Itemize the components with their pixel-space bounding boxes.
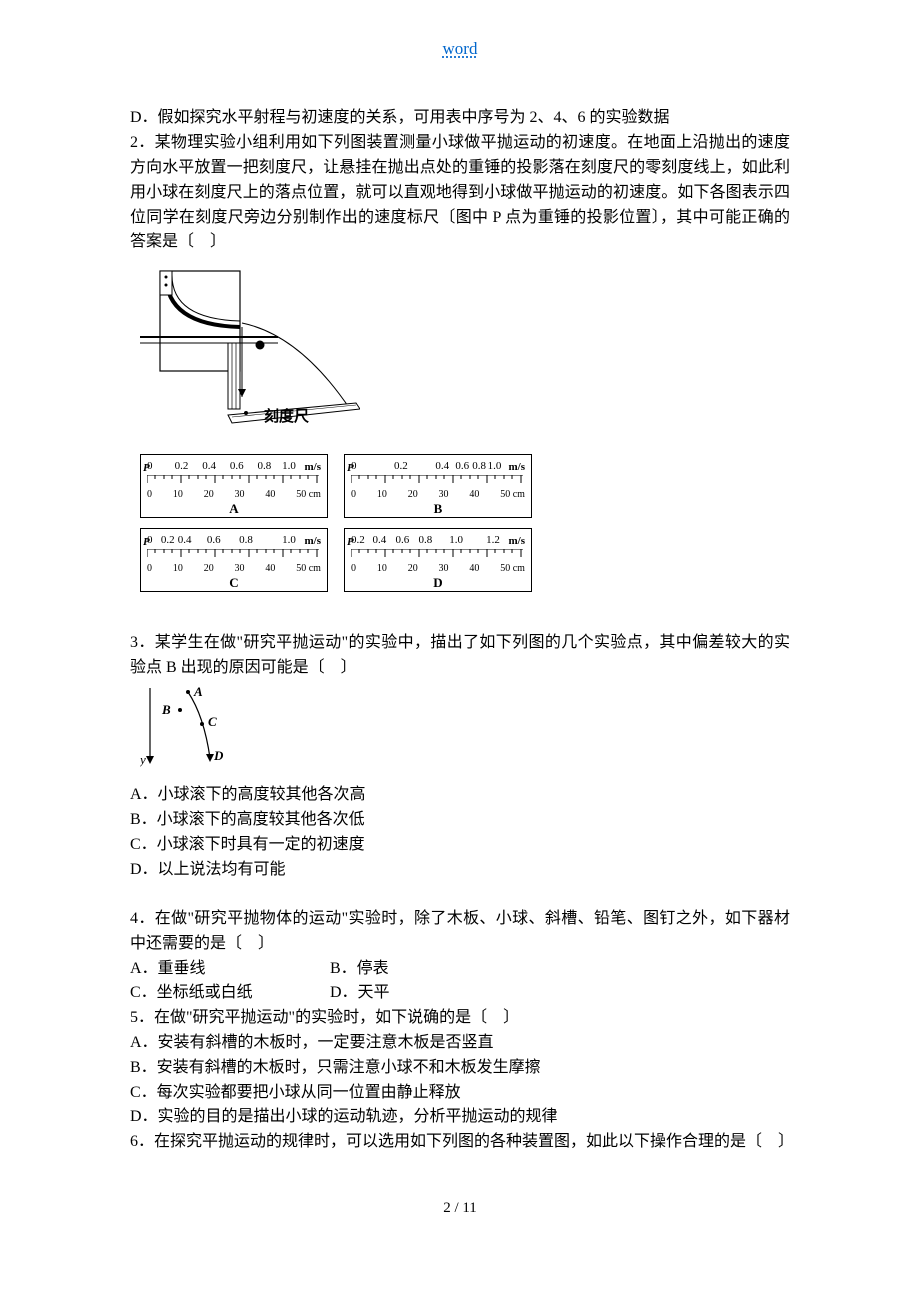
ra-ticks: [147, 475, 319, 487]
q2-apparatus-figure: 刻度尺: [140, 265, 790, 444]
rb-b2: 20: [408, 490, 418, 500]
rb-t5: 1.0: [488, 461, 502, 472]
rc-unit: m/s: [305, 536, 322, 547]
q3-opt-a: A．小球滚下的高度较其他各次高: [130, 783, 790, 808]
ra-t4: 0.8: [258, 461, 272, 472]
rc-ticks: [147, 549, 319, 561]
ra-b3: 30: [235, 490, 245, 500]
ra-b2: 20: [204, 490, 214, 500]
ra-b0: 0: [147, 490, 152, 500]
q3-stem: 3．某学生在做"研究平抛运动"的实验中，描出了如下列图的几个实验点，其中偏差较大…: [130, 631, 790, 681]
rb-letter: B: [351, 502, 525, 515]
rd-letter: D: [351, 576, 525, 589]
q2-stem: 2．某物理实验小组利用如下列图装置测量小球做平抛运动的初速度。在地面上沿抛出的速…: [130, 131, 790, 255]
ruler-box-c: 0 0.2 0.4 0.6 0.8 1.0 m/s P: [140, 528, 328, 592]
apparatus-label: 刻度尺: [264, 407, 309, 425]
rc-p: P: [143, 537, 150, 548]
rd-t2: 0.6: [396, 535, 410, 546]
q3-opt-d: D．以上说法均有可能: [130, 858, 790, 883]
rb-ticks: [351, 475, 523, 487]
rb-t1: 0.2: [394, 461, 408, 472]
q3-C: C: [208, 714, 217, 729]
rc-b3: 30: [235, 564, 245, 574]
rb-p: P: [347, 463, 354, 474]
rd-b4: 40: [469, 564, 479, 574]
q5-opt-d: D．实验的目的是描出小球的运动轨迹，分析平抛运动的规律: [130, 1105, 790, 1130]
page-number: 2 / 11: [130, 1197, 790, 1220]
ra-b1: 10: [173, 490, 183, 500]
q4-stem: 4．在做"研究平抛物体的运动"实验时，除了木板、小球、斜槽、铅笔、图钉之外，如下…: [130, 907, 790, 957]
rd-t4: 1.0: [449, 535, 463, 546]
q4-opt-c: C．坐标纸或白纸: [130, 981, 330, 1006]
ra-b4: 40: [265, 490, 275, 500]
ra-t3: 0.6: [230, 461, 244, 472]
header-word: word: [130, 36, 790, 62]
apparatus-svg: 刻度尺: [140, 265, 360, 435]
q4-opt-d: D．天平: [330, 981, 530, 1006]
rd-t3: 0.8: [419, 535, 433, 546]
q3-figure: y A B C D: [140, 686, 790, 777]
q6-stem: 6．在探究平抛运动的规律时，可以选用如下列图的各种装置图，如此以下操作合理的是〔…: [130, 1130, 790, 1155]
q3-opt-b: B．小球滚下的高度较其他各次低: [130, 808, 790, 833]
rb-b4: 40: [469, 490, 479, 500]
ra-t2: 0.4: [202, 461, 216, 472]
ruler-box-d: 0.2 0.4 0.6 0.8 1.0 1.2 m/s P: [344, 528, 532, 592]
rc-t5: 1.0: [282, 535, 296, 546]
ra-b5: 50 cm: [296, 490, 321, 500]
rb-b1: 10: [377, 490, 387, 500]
rd-b3: 30: [439, 564, 449, 574]
rd-ticks: [351, 549, 523, 561]
q5-opt-c: C．每次实验都要把小球从同一位置由静止释放: [130, 1081, 790, 1106]
rb-t4: 0.8: [472, 461, 486, 472]
rc-t1: 0.2: [161, 535, 175, 546]
q3-A: A: [193, 686, 203, 699]
rc-b1: 10: [173, 564, 183, 574]
rd-b2: 20: [408, 564, 418, 574]
rc-b4: 40: [265, 564, 275, 574]
rc-t4: 0.8: [239, 535, 253, 546]
ra-t5: 1.0: [282, 461, 296, 472]
rc-t3: 0.6: [207, 535, 221, 546]
q4-opts-row1: A．重垂线 B．停表: [130, 957, 790, 982]
ruler-box-a: 0 0.2 0.4 0.6 0.8 1.0 m/s P: [140, 454, 328, 518]
q5-opt-a: A．安装有斜槽的木板时，一定要注意木板是否竖直: [130, 1031, 790, 1056]
rd-b5: 50 cm: [500, 564, 525, 574]
rb-b3: 30: [439, 490, 449, 500]
rd-t5: 1.2: [486, 535, 500, 546]
q3-opt-c: C．小球滚下时具有一定的初速度: [130, 833, 790, 858]
ra-unit: m/s: [305, 462, 322, 473]
rd-unit: m/s: [509, 536, 526, 547]
rc-t2: 0.4: [178, 535, 192, 546]
q3-y: y: [140, 752, 146, 767]
rb-b5: 50 cm: [500, 490, 525, 500]
rb-t2: 0.4: [435, 461, 449, 472]
q4-opt-a: A．重垂线: [130, 957, 330, 982]
ra-letter: A: [147, 502, 321, 515]
ra-t1: 0.2: [175, 461, 189, 472]
q5-stem: 5．在做"研究平抛运动"的实验时，如下说确的是〔 〕: [130, 1006, 790, 1031]
rd-b0: 0: [351, 564, 356, 574]
rc-b5: 50 cm: [296, 564, 321, 574]
rd-b1: 10: [377, 564, 387, 574]
rd-p: P: [347, 537, 354, 548]
ra-p: P: [143, 463, 150, 474]
page-root: word D．假如探究水平射程与初速度的关系，可用表中序号为 2、4、6 的实验…: [0, 0, 920, 1260]
q3-B: B: [161, 702, 171, 717]
ruler-box-b: 0 0.2 0.4 0.6 0.8 1.0 m/s P: [344, 454, 532, 518]
q2-ruler-grid: 0 0.2 0.4 0.6 0.8 1.0 m/s P: [140, 454, 538, 592]
rb-b0: 0: [351, 490, 356, 500]
opt-d-prev: D．假如探究水平射程与初速度的关系，可用表中序号为 2、4、6 的实验数据: [130, 106, 790, 131]
q3-D: D: [213, 748, 224, 763]
rc-b0: 0: [147, 564, 152, 574]
q5-opt-b: B．安装有斜槽的木板时，只需注意小球不和木板发生摩擦: [130, 1056, 790, 1081]
rc-letter: C: [147, 576, 321, 589]
rb-t3: 0.6: [455, 461, 469, 472]
rc-b2: 20: [204, 564, 214, 574]
rb-unit: m/s: [509, 462, 526, 473]
q4-opts-row2: C．坐标纸或白纸 D．天平: [130, 981, 790, 1006]
rd-t1: 0.4: [372, 535, 386, 546]
q4-opt-b: B．停表: [330, 957, 530, 982]
